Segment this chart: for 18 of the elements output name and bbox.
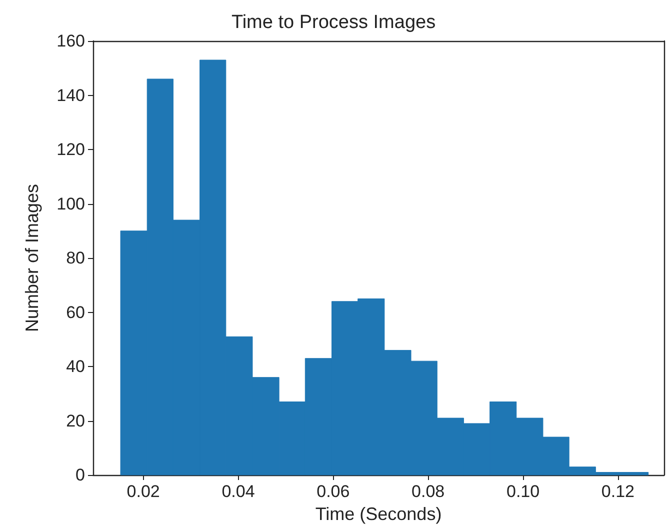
x-tick-label: 0.04 [222, 482, 255, 501]
y-tick-label: 20 [66, 411, 85, 430]
y-tick-label: 80 [66, 248, 85, 268]
y-tick-label: 0 [76, 466, 85, 484]
x-tick-label: 0.08 [412, 482, 445, 501]
x-axis-title: Time (Seconds) [315, 504, 442, 524]
x-tick-label: 0.06 [316, 482, 350, 501]
y-tick-label: 160 [56, 32, 85, 50]
y-tick-label: 140 [56, 86, 85, 105]
y-tick-label: 40 [66, 357, 85, 376]
y-tick-label: 60 [66, 302, 85, 322]
chart-title: Time to Process Images [231, 12, 436, 33]
x-tick-label: 0.12 [601, 482, 635, 501]
x-tick-label: 0.02 [126, 482, 160, 501]
y-tick-label: 120 [56, 140, 85, 159]
x-tick-label: 0.10 [506, 482, 540, 501]
y-tick-label: 100 [56, 194, 85, 214]
y-axis-title: Number of Images [22, 184, 42, 332]
